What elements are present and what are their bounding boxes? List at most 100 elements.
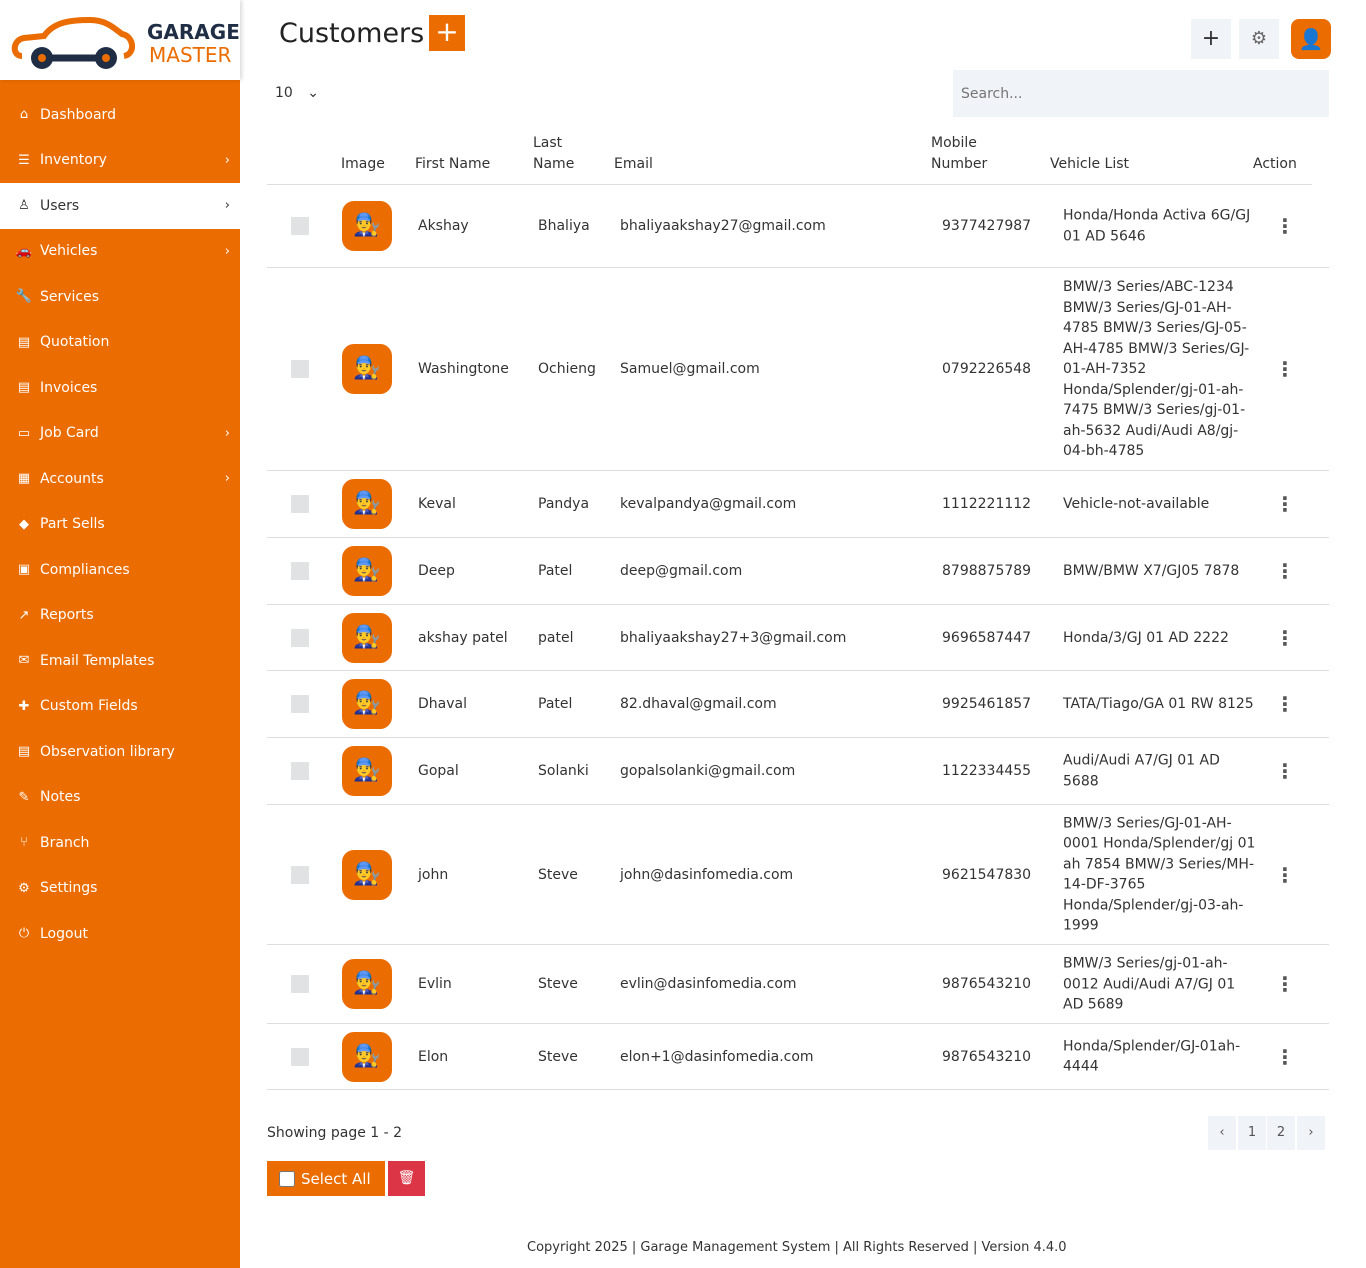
last-name: Solanki <box>538 763 589 779</box>
sidebar-item-accounts[interactable]: ▦ Accounts › <box>0 456 240 502</box>
email: Samuel@gmail.com <box>620 361 760 377</box>
email: bhaliyaakshay27+3@gmail.com <box>620 629 847 646</box>
table-row: 👨‍🔧 Dhaval Patel 82.dhaval@gmail.com 992… <box>267 671 1329 738</box>
col-email[interactable]: Email <box>614 156 653 172</box>
col-last-name[interactable]: Last Name <box>533 135 575 172</box>
more-vertical-icon[interactable]: ⋮ <box>1275 972 1295 996</box>
page-1-button[interactable]: 1 <box>1238 1116 1266 1150</box>
sidebar-item-custom-fields[interactable]: ✚ Custom Fields <box>0 684 240 730</box>
customer-avatar-icon: 👨‍🔧 <box>342 1031 392 1082</box>
sidebar-item-label: Invoices <box>40 379 98 396</box>
last-name: Steve <box>538 866 578 883</box>
sidebar-item-vehicles[interactable]: 🚗 Vehicles › <box>0 229 240 275</box>
col-first-name[interactable]: First Name <box>415 156 491 172</box>
more-vertical-icon[interactable]: ⋮ <box>1275 692 1295 716</box>
select-all-label: Select All <box>301 1169 371 1188</box>
chevron-right-icon: › <box>224 152 230 168</box>
delete-selected-button[interactable]: 🗑 <box>388 1161 425 1196</box>
row-checkbox[interactable] <box>291 495 309 513</box>
more-vertical-icon[interactable]: ⋮ <box>1275 492 1295 516</box>
search-input[interactable] <box>953 70 1329 117</box>
chevron-right-icon: › <box>224 198 230 214</box>
row-checkbox[interactable] <box>291 865 309 884</box>
sidebar-item-job-card[interactable]: ▭ Job Card › <box>0 411 240 457</box>
row-checkbox[interactable] <box>291 695 309 713</box>
customer-avatar-icon: 👨‍🔧 <box>342 959 392 1009</box>
sidebar-item-settings[interactable]: ⚙ Settings <box>0 866 240 912</box>
row-checkbox[interactable] <box>291 975 309 993</box>
sidebar-item-label: Settings <box>40 880 98 897</box>
row-checkbox[interactable] <box>291 562 309 580</box>
sidebar-item-users[interactable]: ♙ Users › <box>0 183 240 229</box>
mobile-number: 1122334455 <box>942 763 1032 779</box>
col-mobile[interactable]: Mobile Number <box>931 135 988 172</box>
page-length-select[interactable]: 10 ⌄ <box>275 85 319 101</box>
row-checkbox[interactable] <box>291 762 309 780</box>
logo[interactable]: GARAGE MASTER <box>0 0 240 80</box>
table-row: 👨‍🔧 john Steve john@dasinfomedia.com 962… <box>267 805 1329 945</box>
row-checkbox[interactable] <box>291 360 309 378</box>
page-2-button[interactable]: 2 <box>1267 1116 1295 1150</box>
sidebar-item-notes[interactable]: ✎ Notes <box>0 775 240 821</box>
table-row: 👨‍🔧 akshay patel patel bhaliyaakshay27+3… <box>267 605 1329 671</box>
more-vertical-icon[interactable]: ⋮ <box>1275 1044 1295 1069</box>
mobile-number: 0792226548 <box>942 361 1032 377</box>
sidebar-item-services[interactable]: 🔧 Services <box>0 274 240 320</box>
sidebar-item-label: Dashboard <box>40 106 116 123</box>
sidebar-item-part-sells[interactable]: ◆ Part Sells <box>0 502 240 548</box>
sidebar-item-logout[interactable]: ⏻ Logout <box>0 911 240 957</box>
col-vehicle-list[interactable]: Vehicle List <box>1050 156 1129 172</box>
sidebar-item-label: Email Templates <box>40 652 155 669</box>
chevron-down-icon: ⌄ <box>307 85 320 101</box>
more-vertical-icon[interactable]: ⋮ <box>1275 559 1295 583</box>
sidebar-item-label: Part Sells <box>40 516 105 533</box>
first-name: john <box>418 866 449 883</box>
settings-gear-icon[interactable]: ⚙ <box>1239 19 1279 59</box>
page-title: Customers <box>279 18 425 49</box>
row-checkbox[interactable] <box>291 1047 309 1066</box>
prev-page-button[interactable]: ‹ <box>1208 1116 1236 1150</box>
mobile-number: 9876543210 <box>942 1048 1032 1065</box>
sidebar-item-inventory[interactable]: ☰ Inventory › <box>0 138 240 184</box>
edit-icon: ✎ <box>18 789 30 805</box>
more-vertical-icon[interactable]: ⋮ <box>1275 214 1295 238</box>
email: gopalsolanki@gmail.com <box>620 763 796 779</box>
first-name: Deep <box>418 563 455 579</box>
last-name: Steve <box>538 976 578 992</box>
sidebar-item-observation-library[interactable]: ▤ Observation library <box>0 729 240 775</box>
vehicle-list: Audi/Audi A7/GJ 01 AD 5688 <box>1063 752 1220 790</box>
add-customer-button[interactable]: + <box>429 15 465 51</box>
sidebar-item-label: Notes <box>40 789 81 806</box>
first-name: Akshay <box>418 218 469 234</box>
sidebar-item-reports[interactable]: ↗ Reports <box>0 593 240 639</box>
vehicle-list: BMW/3 Series/gj-01-ah-0012 Audi/Audi A7/… <box>1063 955 1236 1013</box>
more-vertical-icon[interactable]: ⋮ <box>1275 357 1295 381</box>
col-image[interactable]: Image <box>341 156 385 172</box>
row-checkbox[interactable] <box>291 628 309 647</box>
select-all-checkbox[interactable] <box>279 1170 295 1187</box>
sidebar-item-dashboard[interactable]: ⌂ Dashboard <box>0 92 240 138</box>
sidebar-item-quotation[interactable]: ▤ Quotation <box>0 320 240 366</box>
user-avatar[interactable]: 👤 <box>1291 19 1331 59</box>
sidebar-item-compliances[interactable]: ▣ Compliances <box>0 547 240 593</box>
vehicle-list: Vehicle-not-available <box>1063 495 1210 512</box>
sidebar-item-email-templates[interactable]: ✉ Email Templates <box>0 638 240 684</box>
sidebar: GARAGE MASTER ⌂ Dashboard ☰ Inventory › ♙ User… <box>0 0 240 1268</box>
last-name: Steve <box>538 1048 578 1065</box>
sidebar-item-invoices[interactable]: ▤ Invoices <box>0 365 240 411</box>
more-vertical-icon[interactable]: ⋮ <box>1275 759 1295 783</box>
sidebar-item-label: Accounts <box>40 470 104 487</box>
sidebar-item-label: Job Card <box>40 425 99 442</box>
row-checkbox[interactable] <box>291 217 309 235</box>
brand-line-1: GARAGE <box>147 20 240 44</box>
next-page-button[interactable]: › <box>1297 1116 1325 1150</box>
select-all-button[interactable]: Select All <box>267 1161 385 1196</box>
first-name: Dhaval <box>418 696 467 712</box>
more-vertical-icon[interactable]: ⋮ <box>1275 862 1295 887</box>
first-name: Evlin <box>418 976 452 992</box>
quick-add-button[interactable]: + <box>1191 19 1231 59</box>
col-action[interactable]: Action <box>1253 156 1297 172</box>
sidebar-item-branch[interactable]: ⑂ Branch <box>0 820 240 866</box>
more-vertical-icon[interactable]: ⋮ <box>1275 625 1295 650</box>
sliders-icon: ☰ <box>18 152 30 168</box>
